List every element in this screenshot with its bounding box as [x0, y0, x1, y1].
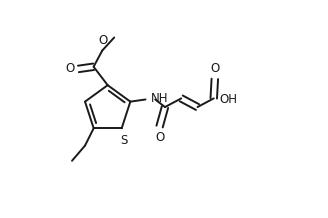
Text: NH: NH [151, 92, 168, 105]
Text: O: O [65, 62, 74, 75]
Text: O: O [210, 62, 219, 75]
Text: O: O [98, 34, 107, 47]
Text: O: O [155, 131, 164, 144]
Text: S: S [120, 134, 128, 147]
Text: OH: OH [220, 93, 238, 106]
